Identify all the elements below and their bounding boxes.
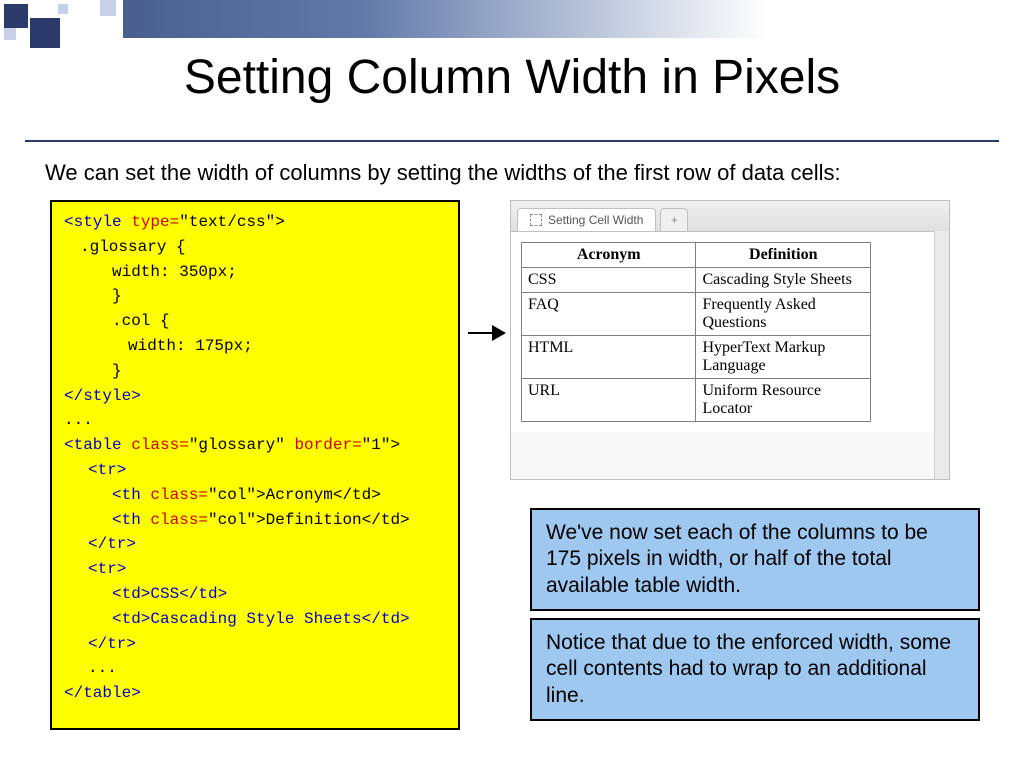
table-row: FAQFrequently Asked Questions <box>522 293 871 336</box>
table-row: CSSCascading Style Sheets <box>522 268 871 293</box>
header-gradient <box>0 0 1024 38</box>
table-row: HTMLHyperText Markup Language <box>522 336 871 379</box>
scrollbar[interactable] <box>934 231 949 479</box>
col-header-definition: Definition <box>696 243 871 268</box>
note-box-1: We've now set each of the columns to be … <box>530 508 980 611</box>
note-box-2: Notice that due to the enforced width, s… <box>530 618 980 721</box>
slide-title: Setting Column Width in Pixels <box>0 50 1024 105</box>
browser-preview: Setting Cell Width + Acronym Definition … <box>510 200 950 480</box>
glossary-table: Acronym Definition CSSCascading Style Sh… <box>521 242 871 422</box>
browser-tabbar: Setting Cell Width + <box>511 201 949 231</box>
arrow-icon <box>468 325 506 341</box>
col-header-acronym: Acronym <box>522 243 696 268</box>
tab-title: Setting Cell Width <box>548 213 643 227</box>
slide-subtitle: We can set the width of columns by setti… <box>45 160 979 186</box>
browser-tab-active[interactable]: Setting Cell Width <box>517 208 656 231</box>
code-block: <style type="text/css"> .glossary { widt… <box>50 200 460 730</box>
browser-viewport: Acronym Definition CSSCascading Style Sh… <box>511 231 949 432</box>
page-icon <box>530 214 542 226</box>
new-tab-button[interactable]: + <box>660 208 688 231</box>
table-row: URLUniform Resource Locator <box>522 379 871 422</box>
table-header-row: Acronym Definition <box>522 243 871 268</box>
title-rule <box>25 140 999 142</box>
